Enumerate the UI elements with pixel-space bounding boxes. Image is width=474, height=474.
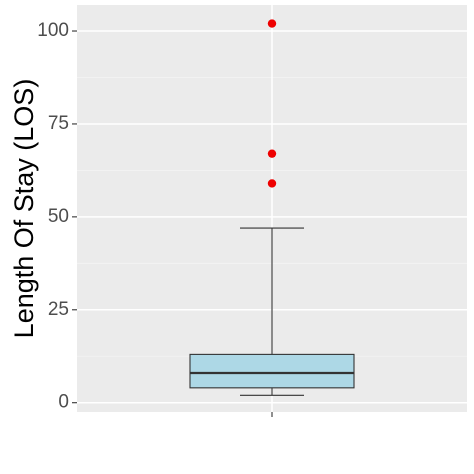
y-tick-label: 75: [48, 113, 69, 134]
y-tick-label: 25: [48, 299, 69, 320]
y-tick-label: 50: [48, 206, 69, 227]
y-tick-label: 100: [37, 20, 69, 41]
outlier-point: [267, 149, 277, 158]
iqr-box: [189, 353, 355, 389]
outlier-point: [267, 179, 277, 188]
box-plot-marks: [189, 19, 355, 396]
y-axis-tick-labels: 0 25 50 75 100: [37, 20, 69, 413]
y-tick-label: 0: [58, 392, 69, 413]
outlier-point: [267, 19, 277, 28]
y-axis-ticks: [72, 30, 77, 404]
y-axis-title: Length Of Stay (LOS): [9, 79, 39, 339]
